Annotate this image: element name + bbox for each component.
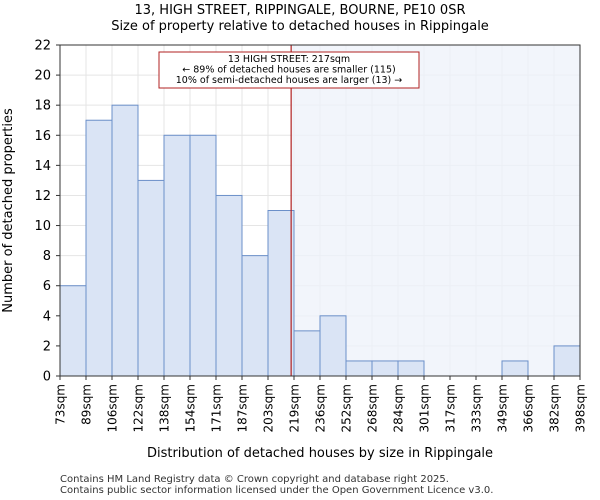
- bar-349sqm: [501, 360, 529, 377]
- annotation-border: [158, 51, 420, 89]
- annotation-line-2: ← 89% of detached houses are smaller (11…: [182, 65, 395, 76]
- x-tick-label: 333sqm: [470, 384, 484, 432]
- x-tick-label: 154sqm: [184, 384, 198, 432]
- x-tick-label: 301sqm: [418, 384, 432, 432]
- annotation-box: 13 HIGH STREET: 217sqm ← 89% of detached…: [158, 51, 420, 89]
- x-tick-label: 284sqm: [392, 384, 406, 432]
- bar-187sqm: [241, 255, 269, 377]
- y-tick-label: 16: [34, 129, 51, 144]
- bar-268sqm: [371, 360, 399, 377]
- x-axis-label: Distribution of detached houses by size …: [147, 446, 493, 461]
- annotation-line-1: 13 HIGH STREET: 217sqm: [228, 54, 350, 65]
- x-tick-label: 398sqm: [574, 384, 588, 432]
- y-tick-label: 14: [34, 159, 51, 174]
- y-tick-label: 22: [34, 39, 51, 54]
- x-tick-label: 219sqm: [288, 384, 302, 432]
- y-tick-label: 18: [34, 99, 51, 114]
- x-tick-label: 317sqm: [444, 384, 458, 432]
- bar-73sqm: [59, 285, 87, 377]
- x-tick-label: 382sqm: [548, 384, 562, 432]
- footer-line-1: Contains HM Land Registry data © Crown c…: [60, 474, 449, 485]
- bar-382sqm: [553, 345, 581, 377]
- x-tick-label: 252sqm: [340, 384, 354, 432]
- x-tick-label: 268sqm: [366, 384, 380, 432]
- bar-252sqm: [345, 360, 373, 377]
- y-tick-label: 12: [34, 189, 51, 204]
- chart-subtitle: Size of property relative to detached ho…: [111, 19, 489, 34]
- x-tick-label: 171sqm: [210, 384, 224, 432]
- x-tick-label: 203sqm: [262, 384, 276, 432]
- x-tick-label: 187sqm: [236, 384, 250, 432]
- x-tick-label: 89sqm: [80, 384, 94, 425]
- bar-236sqm: [319, 315, 347, 377]
- bar-203sqm: [267, 210, 295, 377]
- x-tick-label: 106sqm: [106, 384, 120, 432]
- bar-171sqm: [215, 194, 243, 377]
- y-tick-label: 10: [34, 219, 51, 234]
- y-tick-label: 20: [34, 69, 51, 84]
- x-tick-label: 366sqm: [522, 384, 536, 432]
- bar-106sqm: [111, 104, 139, 377]
- y-tick-label: 6: [43, 279, 51, 294]
- x-tick-label: 349sqm: [496, 384, 510, 432]
- x-tick-label: 122sqm: [132, 384, 146, 432]
- x-tick-label: 236sqm: [314, 384, 328, 432]
- chart-title: 13, HIGH STREET, RIPPINGALE, BOURNE, PE1…: [134, 3, 466, 18]
- y-tick-label: 4: [43, 309, 51, 324]
- bar-219sqm: [293, 330, 321, 377]
- x-tick-label: 138sqm: [158, 384, 172, 432]
- y-axis-label: Number of detached properties: [1, 108, 16, 313]
- y-tick-label: 8: [43, 249, 51, 264]
- y-tick-label: 2: [43, 339, 51, 354]
- axes-group: 0 2 4 6 8 10 12 14 16 18 20 22 73sqm 89sqm 106sqm 122sq…: [34, 39, 587, 433]
- footer-line-2: Contains public sector information licen…: [60, 485, 494, 496]
- y-tick-label: 0: [43, 370, 51, 385]
- bar-138sqm: [163, 134, 191, 377]
- bar-154sqm: [189, 134, 217, 377]
- bar-89sqm: [85, 119, 113, 377]
- bars-group: [59, 104, 581, 377]
- bar-122sqm: [137, 179, 165, 377]
- annotation-line-3: 10% of semi-detached houses are larger (…: [176, 75, 403, 86]
- bar-284sqm: [397, 360, 425, 377]
- x-tick-label: 73sqm: [54, 384, 68, 425]
